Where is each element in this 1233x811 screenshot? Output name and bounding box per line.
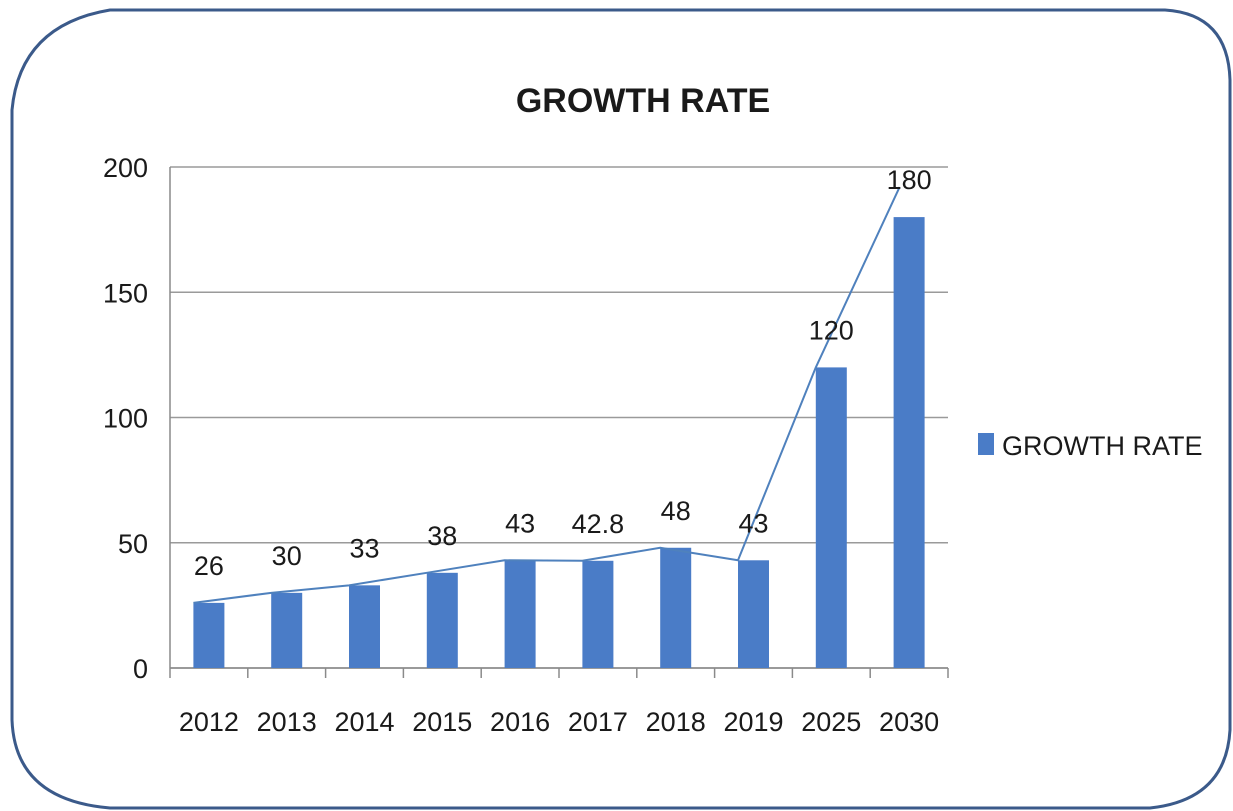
y-tick-label: 50	[118, 529, 148, 559]
bar	[738, 560, 769, 668]
data-label: 38	[427, 521, 457, 551]
data-label-layer: 26 30 33 38 43 42.8 48 43 120 180	[194, 165, 932, 581]
data-label: 33	[349, 533, 379, 563]
trend-line-layer	[193, 186, 901, 604]
y-tick-label: 0	[133, 654, 148, 684]
bar	[504, 560, 536, 668]
x-tick-label: 2025	[801, 707, 861, 737]
chart-title: GROWTH RATE	[516, 82, 770, 120]
x-tick-label: 2019	[723, 707, 783, 737]
axis-layer: 0 50 100 150 200 2012 2013 2014 2015 2016 2017 2018…	[103, 153, 949, 737]
bar	[815, 367, 847, 668]
x-tick-label: 2018	[646, 707, 706, 737]
x-tick-label: 2030	[879, 707, 939, 737]
trend-line	[193, 186, 901, 604]
bar	[426, 572, 458, 668]
y-tick-label: 200	[103, 153, 148, 183]
bar	[349, 585, 380, 668]
bar	[582, 560, 614, 668]
data-label: 120	[809, 315, 854, 345]
bar	[271, 592, 303, 668]
bar	[660, 547, 692, 668]
data-label: 30	[272, 541, 302, 571]
x-tick-label: 2017	[568, 707, 628, 737]
x-tick-label: 2015	[412, 707, 472, 737]
x-tick-label: 2012	[179, 707, 239, 737]
legend-swatch	[978, 433, 994, 455]
data-label: 43	[738, 508, 768, 538]
legend-label: GROWTH RATE	[1002, 431, 1202, 461]
bar	[893, 217, 925, 668]
x-tick-label: 2016	[490, 707, 550, 737]
y-tick-label: 150	[103, 278, 148, 308]
data-label: 42.8	[572, 509, 625, 539]
x-tick-label: 2013	[257, 707, 317, 737]
legend: GROWTH RATE	[978, 431, 1202, 461]
bar	[193, 602, 225, 668]
data-label: 180	[887, 165, 932, 195]
data-label: 48	[661, 496, 691, 526]
x-tick-label: 2014	[334, 707, 394, 737]
data-label: 43	[505, 508, 535, 538]
y-tick-label: 100	[103, 404, 148, 434]
data-label: 26	[194, 551, 224, 581]
bar-layer	[193, 217, 925, 668]
